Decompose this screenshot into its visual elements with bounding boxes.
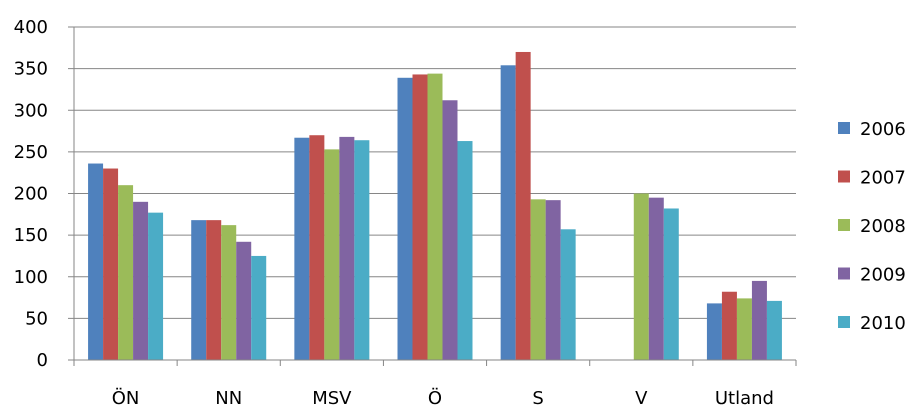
legend-item: 2010 — [838, 313, 906, 334]
bar — [706, 303, 722, 360]
legend-label: 2007 — [860, 168, 906, 189]
bar — [397, 77, 413, 360]
y-tick-label: 150 — [14, 225, 48, 246]
legend-swatch — [838, 170, 850, 183]
bar — [545, 200, 561, 360]
bar — [766, 300, 782, 360]
legend-swatch — [838, 316, 850, 328]
bar — [751, 280, 767, 360]
bar — [251, 255, 267, 360]
bar — [221, 225, 237, 360]
y-tick-label: 200 — [14, 184, 48, 205]
legend-swatch — [838, 219, 850, 231]
bar — [663, 208, 679, 360]
legend: 2006 2007 2008 2009 2010 — [838, 119, 906, 334]
bar — [721, 291, 737, 360]
x-tick-label: S — [532, 388, 543, 409]
legend-label: 2008 — [860, 216, 906, 237]
legend-item: 2008 — [838, 216, 906, 237]
bars — [88, 51, 782, 361]
bar — [530, 199, 546, 360]
bar — [736, 298, 752, 360]
x-tick-label: ÖN — [112, 387, 140, 409]
bar — [309, 135, 325, 360]
bar — [236, 241, 252, 360]
bar — [339, 136, 355, 360]
y-tick-label: 350 — [14, 59, 48, 80]
x-tick-label: NN — [215, 388, 242, 409]
y-tick-label: 0 — [37, 350, 48, 371]
legend-label: 2006 — [860, 119, 906, 140]
bar — [133, 201, 149, 360]
bar — [354, 140, 370, 360]
x-axis-ticks: ÖN NN MSV Ö S V Utland — [73, 360, 797, 409]
bar — [118, 185, 134, 360]
bar — [633, 193, 649, 360]
legend-label: 2009 — [860, 265, 906, 286]
bar — [648, 197, 664, 360]
bar — [191, 220, 207, 360]
bar — [206, 220, 222, 360]
bar — [515, 51, 531, 360]
legend-item: 2007 — [838, 168, 906, 189]
y-tick-label: 400 — [14, 17, 48, 38]
y-tick-label: 50 — [25, 308, 48, 329]
legend-item: 2006 — [838, 119, 906, 140]
y-tick-label: 100 — [14, 267, 48, 288]
y-tick-label: 300 — [14, 100, 48, 121]
bar — [88, 163, 104, 360]
y-axis-ticks: 0 50 100 150 200 250 300 350 400 — [14, 17, 74, 371]
bar — [560, 229, 576, 360]
legend-label: 2010 — [860, 313, 906, 334]
bar — [324, 149, 340, 360]
bar — [148, 212, 164, 360]
x-tick-label: Ö — [428, 387, 442, 409]
bar — [457, 141, 473, 360]
bar — [412, 74, 428, 360]
bar — [500, 65, 516, 361]
bar — [427, 73, 443, 361]
legend-swatch — [838, 122, 850, 134]
bar — [442, 100, 458, 360]
legend-swatch — [838, 267, 850, 280]
x-tick-label: Utland — [715, 388, 774, 409]
legend-item: 2009 — [838, 265, 906, 286]
x-tick-label: V — [635, 388, 648, 409]
x-tick-label: MSV — [312, 388, 352, 409]
bar — [294, 137, 310, 360]
y-tick-label: 250 — [14, 142, 48, 163]
axes — [73, 27, 796, 361]
bar — [103, 168, 119, 360]
